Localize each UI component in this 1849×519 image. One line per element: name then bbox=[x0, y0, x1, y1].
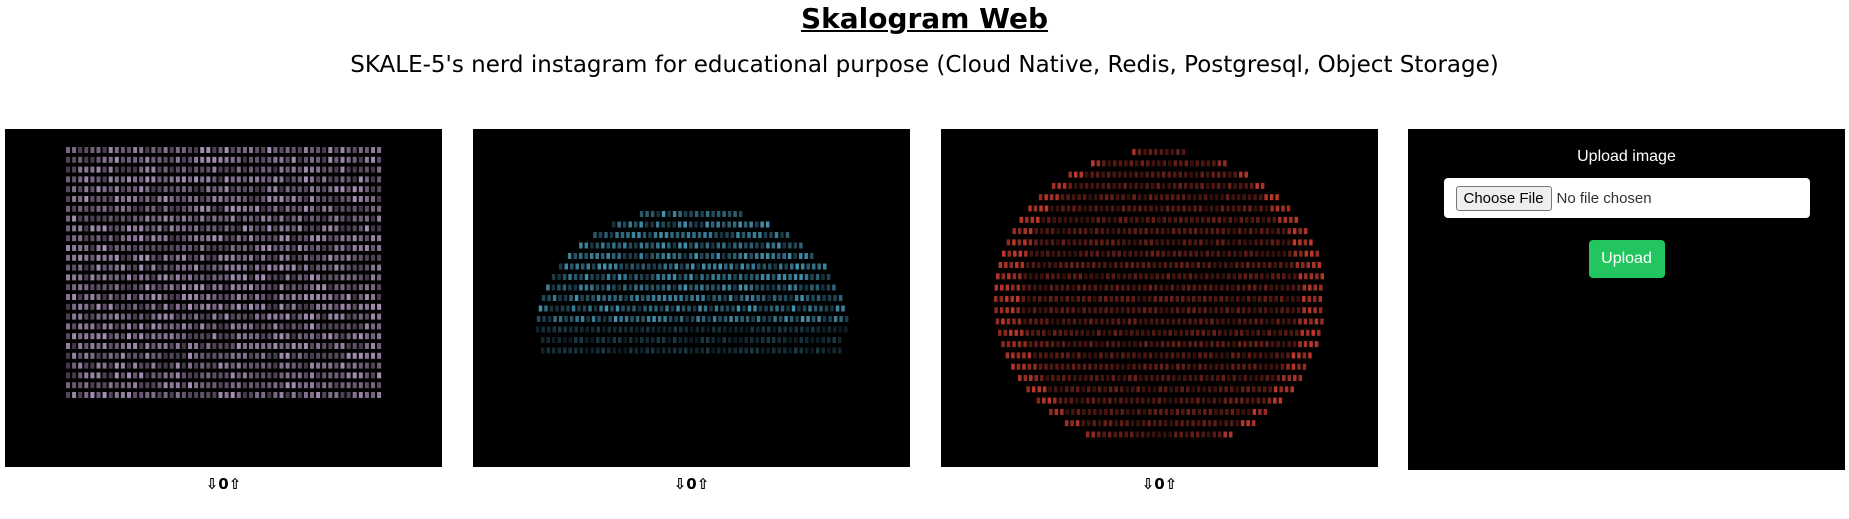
post-image bbox=[5, 129, 442, 467]
ascii-art-red-circle-icon bbox=[994, 149, 1325, 438]
page-title: Skalogram Web bbox=[800, 2, 1049, 35]
vote-count: 0 bbox=[1154, 475, 1165, 493]
post-card: ⇩0⇧ bbox=[5, 129, 442, 493]
vote-bar: ⇩0⇧ bbox=[941, 475, 1378, 493]
ascii-art-text-block-icon bbox=[66, 147, 382, 398]
gallery: ⇩0⇧ ⇩0⇧ ⇩0⇧ Upload image Choose File No … bbox=[5, 129, 1845, 519]
choose-file-button[interactable]: Choose File bbox=[1455, 185, 1552, 211]
upload-label: Upload image bbox=[1577, 148, 1676, 165]
post-card: ⇩0⇧ bbox=[473, 129, 910, 493]
upload-button[interactable]: Upload bbox=[1588, 240, 1665, 278]
page-subtitle: SKALE-5's nerd instagram for educational… bbox=[350, 52, 1499, 78]
file-input[interactable]: Choose File No file chosen bbox=[1443, 178, 1810, 218]
upvote-icon[interactable]: ⇧ bbox=[696, 475, 710, 493]
downvote-icon[interactable]: ⇩ bbox=[673, 475, 687, 493]
downvote-icon[interactable]: ⇩ bbox=[1141, 475, 1155, 493]
post-image bbox=[941, 129, 1378, 467]
upvote-icon[interactable]: ⇧ bbox=[1164, 475, 1178, 493]
vote-count: 0 bbox=[218, 475, 229, 493]
vote-bar: ⇩0⇧ bbox=[473, 475, 910, 493]
file-status: No file chosen bbox=[1556, 189, 1652, 207]
post-image bbox=[473, 129, 910, 467]
downvote-icon[interactable]: ⇩ bbox=[205, 475, 219, 493]
vote-count: 0 bbox=[686, 475, 697, 493]
post-card: ⇩0⇧ bbox=[941, 129, 1378, 493]
upload-panel: Upload image Choose File No file chosen … bbox=[1408, 129, 1845, 470]
upvote-icon[interactable]: ⇧ bbox=[228, 475, 242, 493]
ascii-art-dome-icon bbox=[536, 211, 849, 354]
vote-bar: ⇩0⇧ bbox=[5, 475, 442, 493]
